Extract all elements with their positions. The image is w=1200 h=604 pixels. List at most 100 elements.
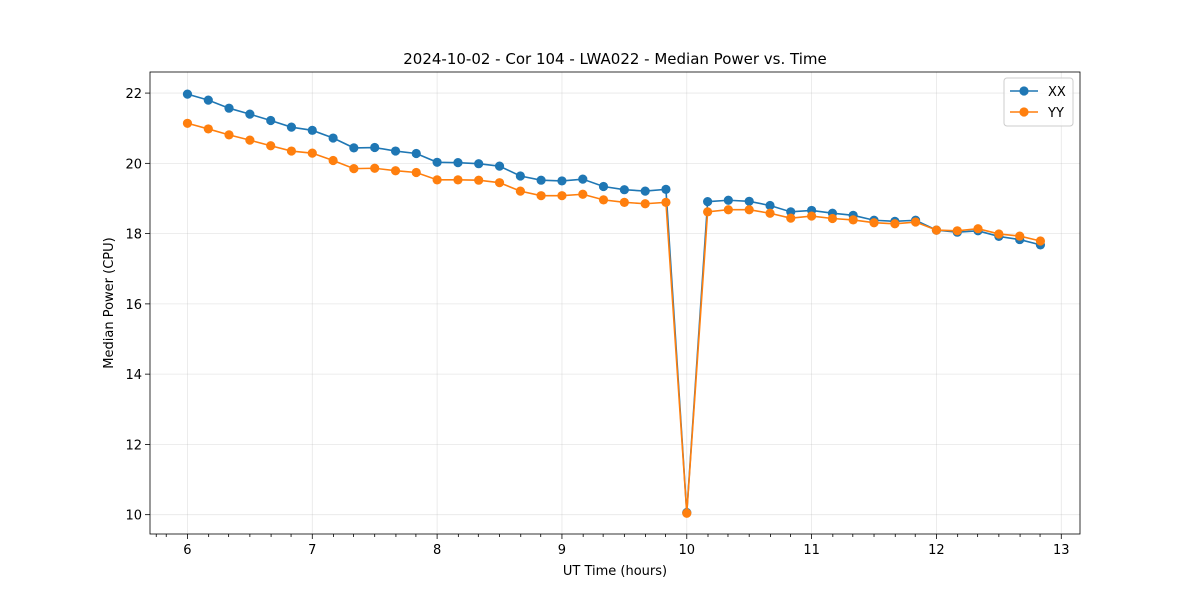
series-xx-point bbox=[370, 142, 380, 153]
legend: XX YY bbox=[1003, 77, 1074, 127]
x-tick: 9 bbox=[558, 534, 566, 558]
series-xx-point bbox=[619, 185, 629, 195]
plot-frame bbox=[149, 71, 1081, 535]
x-tick-label: 13 bbox=[1053, 543, 1070, 558]
y-tick-label: 14 bbox=[125, 368, 142, 383]
series-xx-point bbox=[349, 143, 359, 153]
legend-swatch-marker bbox=[1019, 86, 1029, 96]
x-tick: 13 bbox=[1053, 534, 1070, 558]
x-tick: 8 bbox=[433, 534, 441, 558]
series-yy-point bbox=[723, 205, 733, 215]
series-xx-point bbox=[765, 200, 775, 211]
series-yy-point bbox=[682, 508, 692, 518]
series-yy-point bbox=[1015, 231, 1025, 241]
series-yy-point bbox=[286, 146, 297, 156]
series-yy-point bbox=[349, 164, 359, 174]
series-xx-point bbox=[723, 195, 733, 205]
series-xx-point bbox=[494, 161, 505, 171]
series-yy-point bbox=[245, 135, 255, 145]
x-tick-label: 8 bbox=[433, 543, 441, 558]
x-axis-label: UT Time (hours) bbox=[563, 564, 667, 579]
series-yy-point bbox=[370, 163, 380, 173]
x-tick: 12 bbox=[928, 534, 945, 558]
chart-title: 2024-10-02 - Cor 104 - LWA022 - Median P… bbox=[403, 50, 827, 68]
series-xx-point bbox=[536, 175, 546, 185]
series-yy-point bbox=[224, 130, 234, 140]
series-yy-point bbox=[931, 225, 942, 235]
series-yy-point bbox=[869, 218, 879, 228]
series-yy-point bbox=[994, 229, 1004, 239]
y-tick-label: 18 bbox=[125, 228, 142, 243]
series-xx-point bbox=[640, 186, 650, 196]
grid-lines bbox=[150, 72, 1080, 534]
series-xx-point bbox=[390, 146, 401, 156]
y-tick: 12 bbox=[125, 438, 150, 453]
y-tick-label: 12 bbox=[125, 438, 142, 453]
series-yy-point bbox=[661, 197, 671, 207]
series-yy-point bbox=[786, 213, 796, 223]
series-yy-point bbox=[432, 175, 442, 185]
series-yy-point bbox=[598, 195, 609, 205]
series-yy-point bbox=[474, 175, 484, 185]
series-xx-point bbox=[786, 207, 796, 217]
series-yy-point bbox=[203, 124, 213, 134]
series-yy-point bbox=[266, 141, 276, 151]
y-tick: 14 bbox=[125, 368, 150, 383]
series-xx-point bbox=[474, 159, 484, 169]
series-xx-point bbox=[515, 171, 525, 181]
legend-item-xx: XX bbox=[1010, 85, 1066, 100]
series-xx-point bbox=[453, 158, 463, 168]
y-tick: 10 bbox=[125, 509, 150, 524]
series-yy-point bbox=[807, 211, 817, 221]
y-tick-label: 22 bbox=[125, 87, 142, 102]
series-yy-point bbox=[827, 213, 838, 224]
series-yy-point bbox=[848, 215, 858, 225]
x-tick: 10 bbox=[679, 534, 695, 558]
series-xx-point bbox=[661, 184, 671, 194]
y-tick: 16 bbox=[125, 298, 150, 313]
y-tick: 22 bbox=[125, 87, 150, 102]
series-yy-point bbox=[910, 217, 921, 227]
series-yy-point bbox=[536, 191, 546, 201]
x-tick-label: 12 bbox=[928, 543, 945, 558]
y-axis-label: Median Power (CPU) bbox=[102, 237, 117, 368]
series-yy-point bbox=[515, 186, 525, 196]
legend-item-yy: YY bbox=[1010, 106, 1064, 121]
x-tick: 6 bbox=[183, 534, 192, 558]
series-yy-point bbox=[1035, 236, 1046, 246]
y-tick-label: 10 bbox=[125, 509, 142, 524]
series-xx-point bbox=[557, 176, 567, 186]
series-yy-point bbox=[619, 197, 629, 207]
series-yy-point bbox=[578, 189, 588, 199]
x-tick-label: 11 bbox=[803, 543, 820, 558]
x-axis: 6 7 8 9 10 11 12 13 bbox=[155, 534, 1070, 558]
series-xx-point bbox=[286, 122, 297, 132]
series-yy-point bbox=[973, 224, 983, 234]
series-yy-point bbox=[703, 207, 713, 217]
series-xx-point bbox=[224, 103, 234, 113]
series-layer bbox=[182, 89, 1046, 518]
legend-label: YY bbox=[1047, 106, 1064, 121]
series-xx-point bbox=[182, 89, 193, 99]
series-yy-point bbox=[765, 208, 775, 218]
series-yy-point bbox=[411, 167, 421, 178]
y-axis: 10 12 14 16 18 20 22 bbox=[125, 87, 150, 524]
series-xx-point bbox=[245, 109, 255, 119]
series-xx-point bbox=[578, 174, 588, 184]
y-tick: 20 bbox=[125, 157, 150, 172]
x-tick-label: 7 bbox=[308, 543, 316, 558]
legend-swatch-marker bbox=[1019, 107, 1029, 117]
series-yy-point bbox=[744, 205, 754, 215]
y-tick-label: 16 bbox=[125, 298, 142, 313]
series-yy-point bbox=[453, 175, 463, 185]
y-tick: 18 bbox=[125, 228, 150, 243]
x-tick-label: 6 bbox=[183, 543, 191, 558]
series-yy-point bbox=[494, 178, 505, 188]
series-xx-point bbox=[703, 197, 713, 207]
series-xx-point bbox=[598, 181, 609, 192]
series-xx-point bbox=[411, 148, 421, 159]
series-xx-point bbox=[266, 115, 276, 126]
x-tick: 11 bbox=[803, 534, 820, 558]
y-tick-label: 20 bbox=[125, 157, 142, 172]
